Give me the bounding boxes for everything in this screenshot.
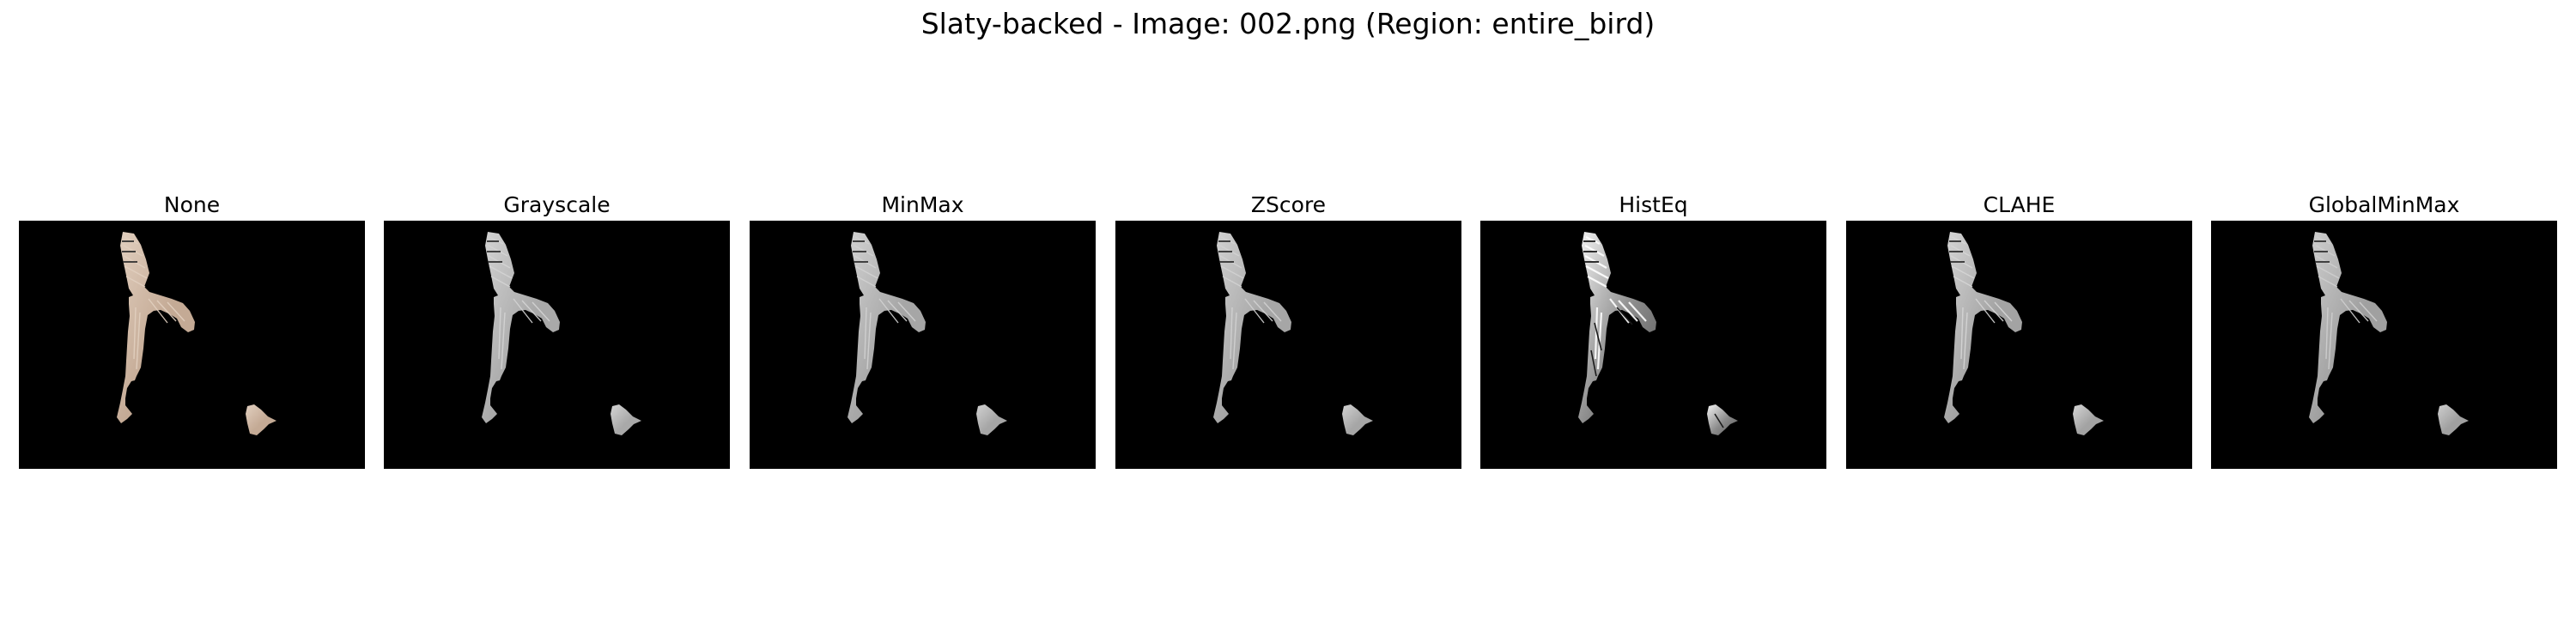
wing-feather-streaks: [1950, 236, 2013, 370]
bird-image: [750, 221, 1096, 469]
bird-head-silhouette: [1707, 404, 1738, 435]
panel-title: MinMax: [881, 192, 964, 217]
panel-clahe: CLAHE: [1846, 190, 2192, 469]
figure-title: Slaty-backed - Image: 002.png (Region: e…: [920, 7, 1656, 40]
panel-grayscale: Grayscale: [384, 190, 730, 469]
wing-tip-dark-marks: [122, 240, 137, 263]
panel-title: None: [163, 192, 221, 217]
bird-body-silhouette: [1578, 232, 1656, 423]
bird-head-silhouette: [611, 404, 641, 435]
panel-none: None: [19, 190, 365, 469]
bird-body-silhouette: [848, 232, 926, 423]
panel-title: HistEq: [1619, 192, 1688, 217]
panel-histeq: HistEq: [1480, 190, 1826, 469]
bird-head-silhouette: [2073, 404, 2104, 435]
bird-head-silhouette: [2438, 404, 2469, 435]
bird-image: [1846, 221, 2192, 469]
bird-body-silhouette: [482, 232, 560, 423]
wing-tip-dark-marks: [1949, 240, 1965, 263]
panel-title: GlobalMinMax: [2308, 192, 2460, 217]
wing-tip-dark-marks: [1218, 240, 1234, 263]
panel-title: Grayscale: [503, 192, 611, 217]
bird-image: [1115, 221, 1461, 469]
wing-feather-streaks: [1584, 236, 1647, 370]
wing-tip-dark-marks: [487, 240, 502, 263]
bird-body-silhouette: [2309, 232, 2387, 423]
wing-feather-streaks: [2315, 236, 2378, 370]
bird-head-silhouette: [1342, 404, 1373, 435]
bird-head-silhouette: [976, 404, 1007, 435]
bird-image: [19, 221, 365, 469]
bird-body-silhouette: [1944, 232, 2022, 423]
wing-feather-streaks: [1219, 236, 1282, 370]
wing-tip-dark-marks: [1583, 240, 1599, 263]
panel-zscore: ZScore: [1115, 190, 1461, 469]
bird-head-silhouette: [246, 404, 276, 435]
panel-minmax: MinMax: [750, 190, 1096, 469]
panel-globalminmax: GlobalMinMax: [2211, 190, 2557, 469]
bird-body-silhouette: [1213, 232, 1291, 423]
bird-image: [2211, 221, 2557, 469]
bird-image: [384, 221, 730, 469]
bird-body-silhouette: [117, 232, 195, 423]
wing-tip-dark-marks: [853, 240, 868, 263]
bird-image: [1480, 221, 1826, 469]
wing-tip-dark-marks: [2314, 240, 2330, 263]
panel-title: ZScore: [1250, 192, 1327, 217]
wing-feather-streaks: [123, 236, 185, 370]
panel-title: CLAHE: [1983, 192, 2056, 217]
